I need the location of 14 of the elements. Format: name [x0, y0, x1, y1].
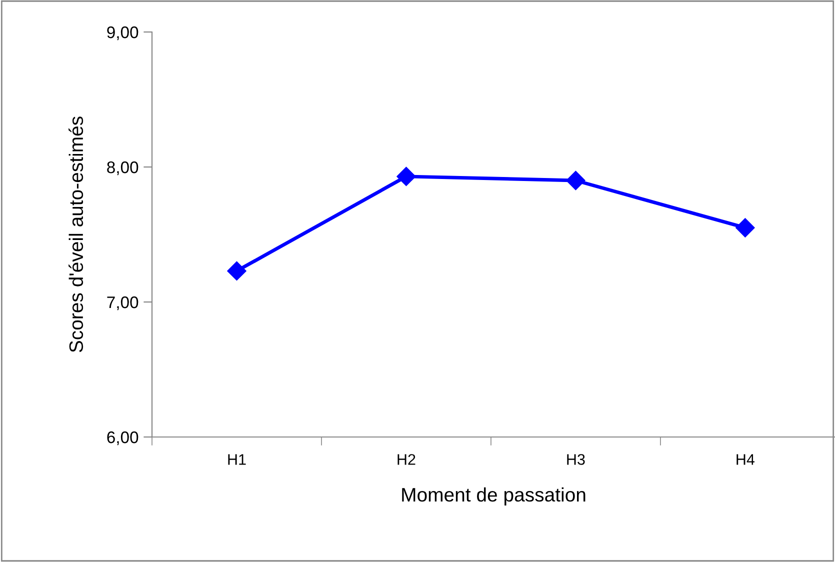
point [396, 166, 416, 186]
point [736, 218, 755, 238]
y-tick-label: 7,00 [107, 296, 138, 310]
point [227, 261, 246, 280]
x-axis-title: Moment de passation [402, 487, 586, 506]
x-tick-label: H4 [736, 454, 754, 465]
x-tick-label: H3 [567, 454, 585, 465]
y-tick-label: 9,00 [107, 26, 138, 40]
point [566, 170, 586, 190]
y-tick-label: 8,00 [107, 161, 138, 176]
x-tick-label: H2 [398, 454, 416, 465]
y-tick-label: 6,00 [107, 431, 138, 446]
y-axis-title: Scores d'éveil auto-estimés [68, 116, 84, 352]
x-tick-label: H1 [228, 454, 246, 465]
